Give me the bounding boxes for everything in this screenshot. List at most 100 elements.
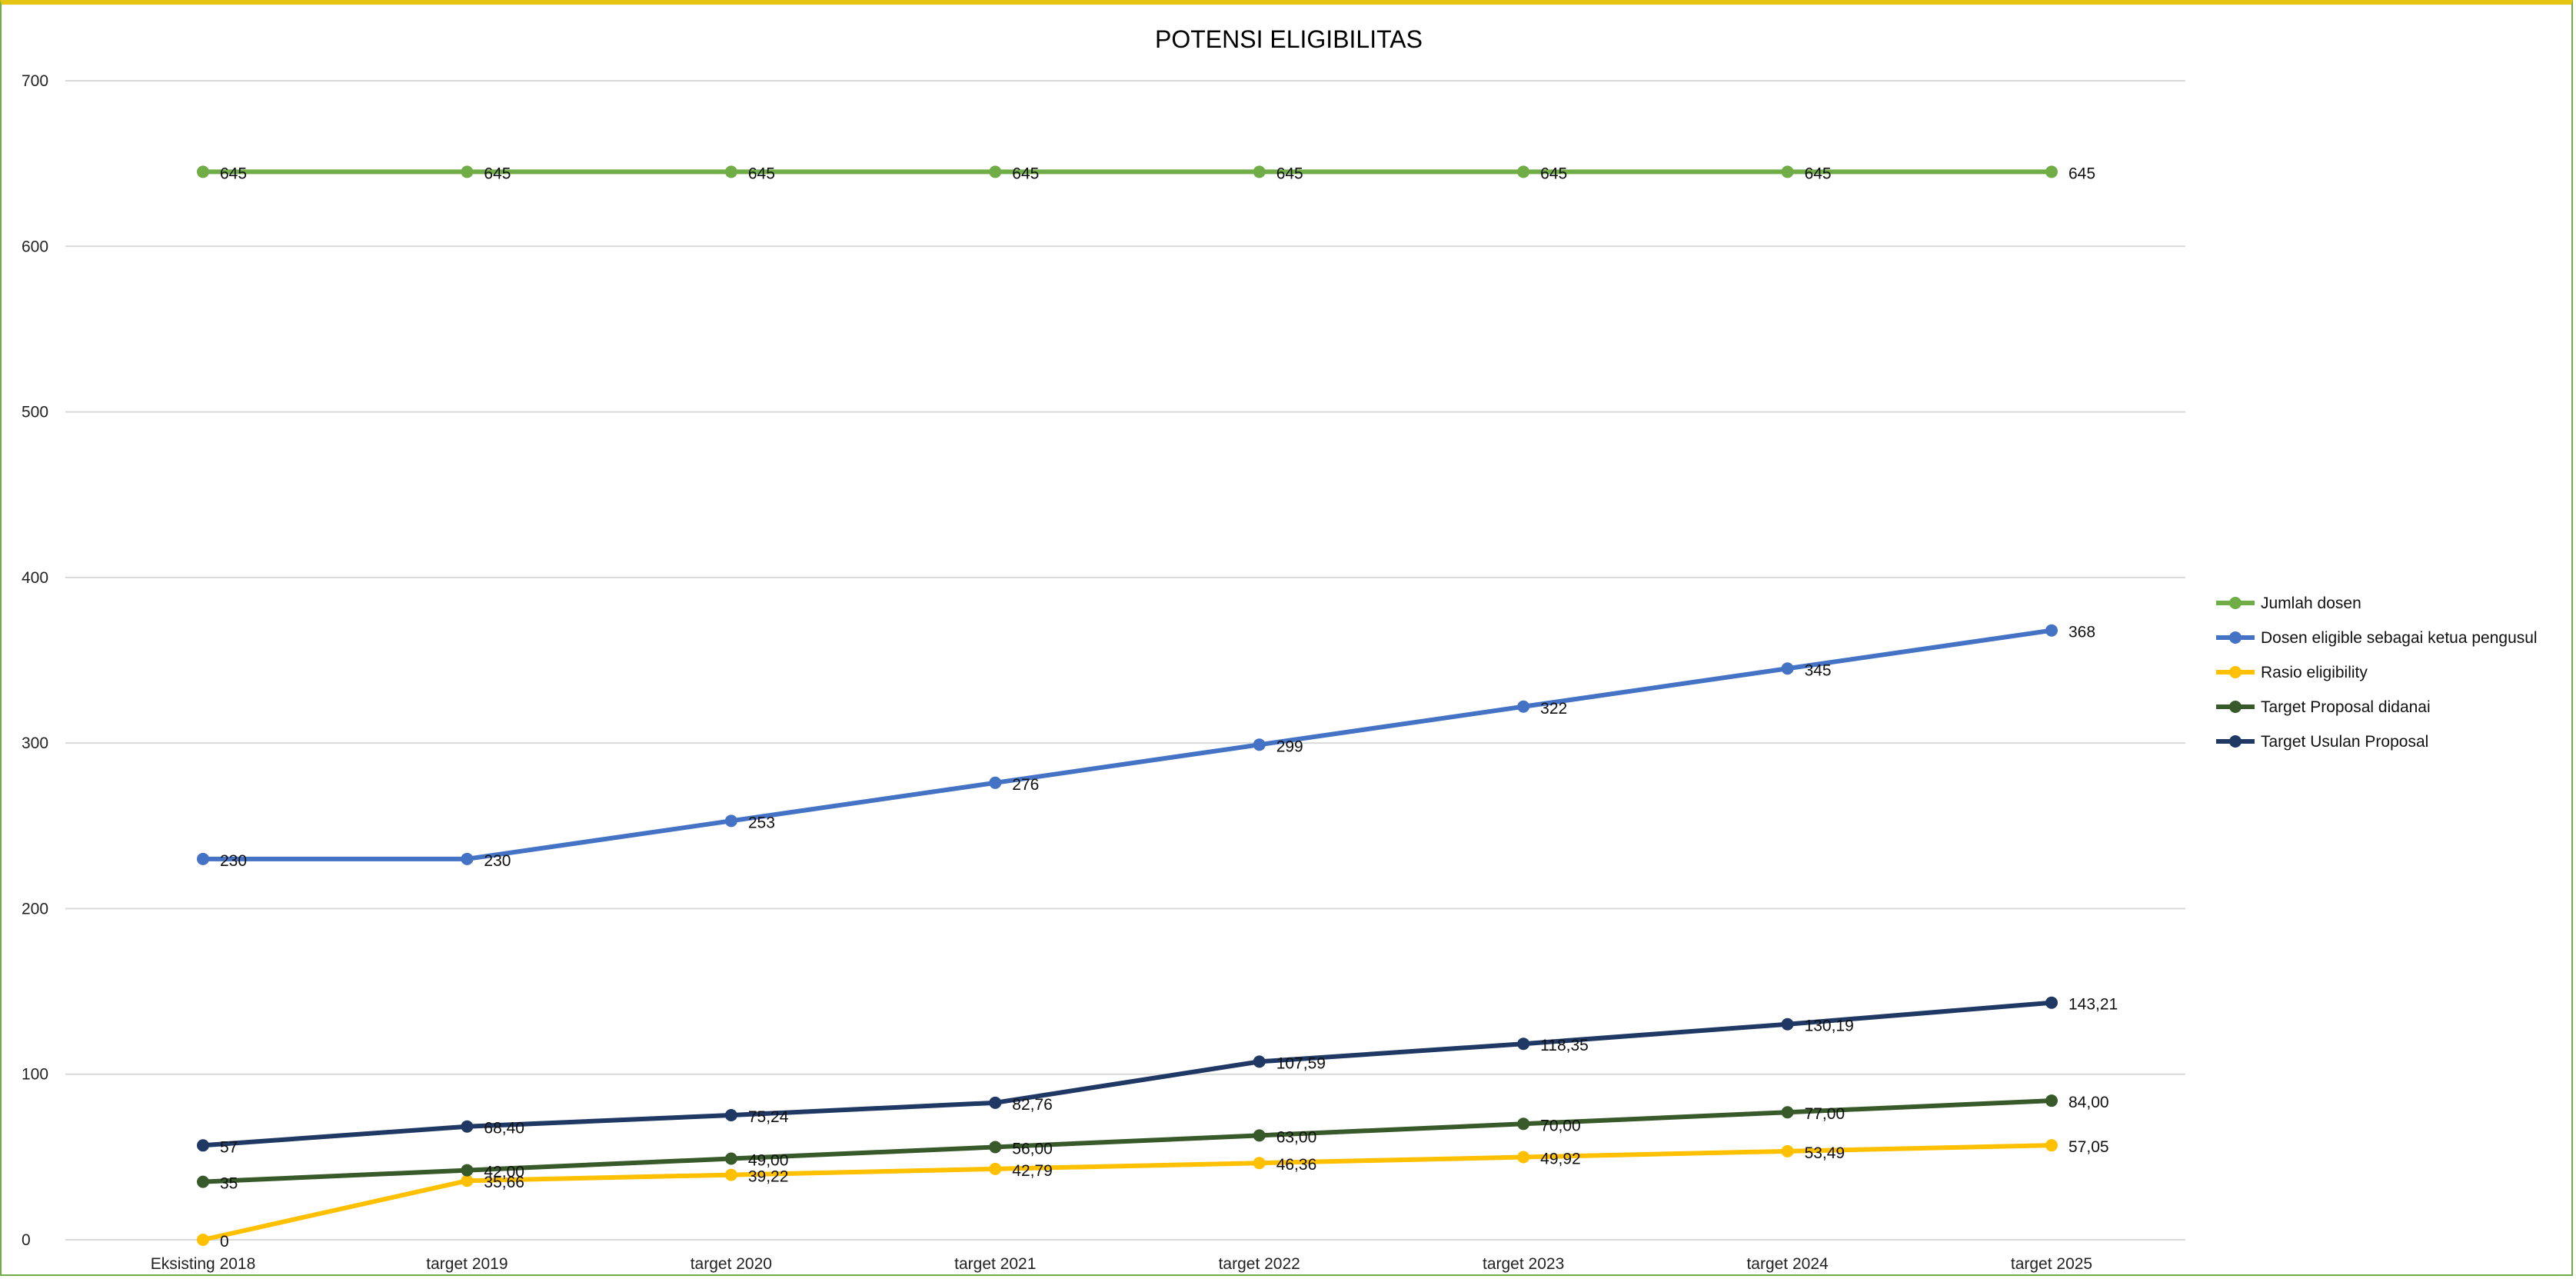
data-label: 276: [1012, 776, 1039, 794]
data-label: 107,59: [1276, 1054, 1326, 1072]
data-label: 118,35: [1540, 1037, 1589, 1054]
data-label: 645: [2068, 165, 2095, 182]
data-label: 645: [1012, 165, 1039, 182]
series-line: [202, 1098, 2052, 1184]
data-label: 70,00: [1540, 1117, 1581, 1134]
series-line: [202, 1000, 2052, 1148]
data-label: 645: [748, 165, 775, 182]
data-label: 230: [484, 852, 511, 870]
data-label: 82,76: [1012, 1096, 1053, 1114]
data-point: [1781, 662, 1794, 675]
y-tick-label: 500: [22, 404, 48, 421]
data-labels: 645 645 645 645 645 645 645 645 230 230 253 276 299 3…: [220, 165, 2118, 1251]
data-point: [724, 1109, 737, 1122]
data-label: 84,00: [2068, 1094, 2109, 1111]
legend-marker: [2229, 701, 2242, 713]
data-point: [989, 1141, 1002, 1154]
legend-marker: [2229, 631, 2242, 644]
data-label: 57,05: [2068, 1138, 2109, 1156]
data-point: [989, 1162, 1002, 1175]
data-label: 56,00: [1012, 1140, 1053, 1157]
data-point: [2045, 1094, 2058, 1107]
data-point: [1781, 1144, 1794, 1157]
data-label: 645: [220, 165, 247, 182]
y-tick-label: 0: [22, 1231, 31, 1249]
data-point: [1781, 1106, 1794, 1119]
x-tick-label: target 2024: [1746, 1255, 1829, 1273]
data-point: [197, 165, 209, 178]
data-label: 77,00: [1805, 1105, 1845, 1123]
data-point: [2045, 165, 2058, 178]
data-point: [1253, 738, 1266, 751]
data-point: [1253, 1157, 1266, 1170]
x-tick-label: target 2025: [2011, 1255, 2092, 1273]
data-point: [1253, 1129, 1266, 1142]
data-label: 143,21: [2068, 996, 2118, 1014]
legend-label: Jumlah dosen: [2261, 595, 2361, 612]
data-point: [724, 814, 737, 828]
data-point: [989, 776, 1002, 789]
data-label: 49,92: [1540, 1151, 1581, 1168]
data-label: 42,00: [484, 1164, 524, 1181]
data-point: [724, 1168, 737, 1181]
x-tick-label: target 2020: [691, 1255, 772, 1273]
data-point: [1517, 1038, 1530, 1051]
data-point: [461, 1164, 474, 1177]
data-label: 322: [1540, 700, 1567, 718]
series-line: [202, 1143, 2052, 1242]
data-label: 35,66: [484, 1174, 524, 1191]
y-tick-label: 200: [22, 900, 48, 918]
legend: Jumlah dosen Dosen eligible sebagai ketua…: [2216, 595, 2538, 751]
data-label: 53,49: [1805, 1144, 1845, 1162]
data-point: [461, 165, 474, 178]
data-label: 46,36: [1276, 1156, 1317, 1174]
data-point: [724, 1152, 737, 1165]
data-label: 645: [1540, 165, 1567, 182]
data-label: 368: [2068, 624, 2095, 641]
data-label: 299: [1276, 738, 1303, 755]
data-point: [197, 1139, 209, 1152]
data-label: 63,00: [1276, 1128, 1317, 1146]
gridlines: [65, 80, 2185, 1241]
data-label: 42,79: [1012, 1162, 1053, 1180]
data-point: [1517, 1151, 1530, 1164]
data-point: [1517, 700, 1530, 713]
data-label: 345: [1805, 661, 1832, 679]
data-label: 645: [1805, 165, 1832, 182]
y-tick-label: 100: [22, 1066, 48, 1084]
legend-marker: [2229, 666, 2242, 678]
chart-title: POTENSI ELIGIBILITAS: [1155, 25, 1423, 53]
y-tick-label: 300: [22, 734, 48, 752]
x-tick-label: target 2022: [1219, 1255, 1300, 1273]
data-point: [1517, 1117, 1530, 1131]
series-line: [203, 628, 2052, 861]
data-label: 645: [1276, 165, 1303, 182]
data-point: [989, 165, 1002, 178]
data-label: 0: [220, 1233, 229, 1251]
legend-label: Rasio eligibility: [2261, 664, 2368, 681]
data-label: 230: [220, 852, 247, 870]
data-point: [1781, 165, 1794, 178]
data-label: 57: [220, 1138, 238, 1156]
data-point: [2045, 624, 2058, 637]
data-point: [197, 1234, 209, 1246]
data-point: [2045, 1139, 2058, 1152]
data-point: [1781, 1018, 1794, 1031]
data-label: 68,40: [484, 1120, 524, 1137]
data-point: [989, 1096, 1002, 1109]
data-point: [461, 1174, 474, 1187]
y-tick-label: 400: [22, 569, 48, 587]
x-tick-label: Eksisting 2018: [151, 1255, 256, 1273]
data-point: [461, 1120, 474, 1133]
data-point: [2045, 996, 2058, 1009]
y-axis-ticks: 0 100 200 300 400 500 600 700: [22, 72, 48, 1249]
data-label: 130,19: [1805, 1018, 1854, 1035]
legend-label: Target Proposal didanai: [2261, 698, 2431, 716]
data-label: 39,22: [748, 1168, 789, 1186]
data-label: 253: [748, 814, 775, 831]
data-label: 645: [484, 165, 511, 182]
data-point: [461, 852, 474, 865]
data-label: 35: [220, 1175, 238, 1193]
